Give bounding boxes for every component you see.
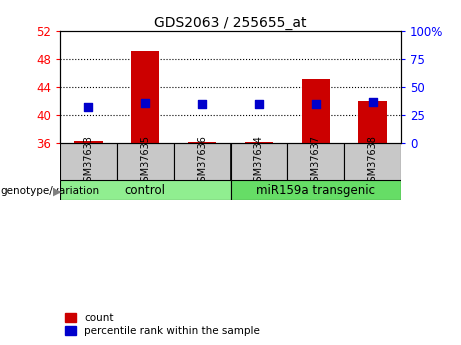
Text: GSM37637: GSM37637 <box>311 135 321 188</box>
Point <box>312 101 319 107</box>
Point <box>198 102 206 107</box>
Bar <box>131 51 160 143</box>
Text: miR159a transgenic: miR159a transgenic <box>256 184 375 197</box>
Bar <box>188 141 216 143</box>
Point <box>142 100 149 106</box>
Point <box>255 102 263 107</box>
Bar <box>60 180 230 200</box>
Bar <box>344 143 401 180</box>
Bar <box>117 143 174 180</box>
Bar <box>358 101 387 143</box>
Bar <box>230 143 287 180</box>
Bar <box>174 143 230 180</box>
Text: GSM37635: GSM37635 <box>140 135 150 188</box>
Bar <box>301 79 330 143</box>
Legend: count, percentile rank within the sample: count, percentile rank within the sample <box>65 313 260 336</box>
Point <box>85 104 92 109</box>
Text: GSM37633: GSM37633 <box>83 135 94 188</box>
Bar <box>287 143 344 180</box>
Text: GSM37636: GSM37636 <box>197 135 207 188</box>
Text: GSM37634: GSM37634 <box>254 135 264 188</box>
Text: ▶: ▶ <box>53 187 61 196</box>
Title: GDS2063 / 255655_at: GDS2063 / 255655_at <box>154 16 307 30</box>
Text: genotype/variation: genotype/variation <box>0 187 99 196</box>
Point <box>369 100 376 105</box>
Bar <box>245 142 273 143</box>
Text: GSM37638: GSM37638 <box>367 135 378 188</box>
Bar <box>230 180 401 200</box>
Bar <box>60 143 117 180</box>
Text: control: control <box>125 184 165 197</box>
Bar <box>74 141 102 143</box>
